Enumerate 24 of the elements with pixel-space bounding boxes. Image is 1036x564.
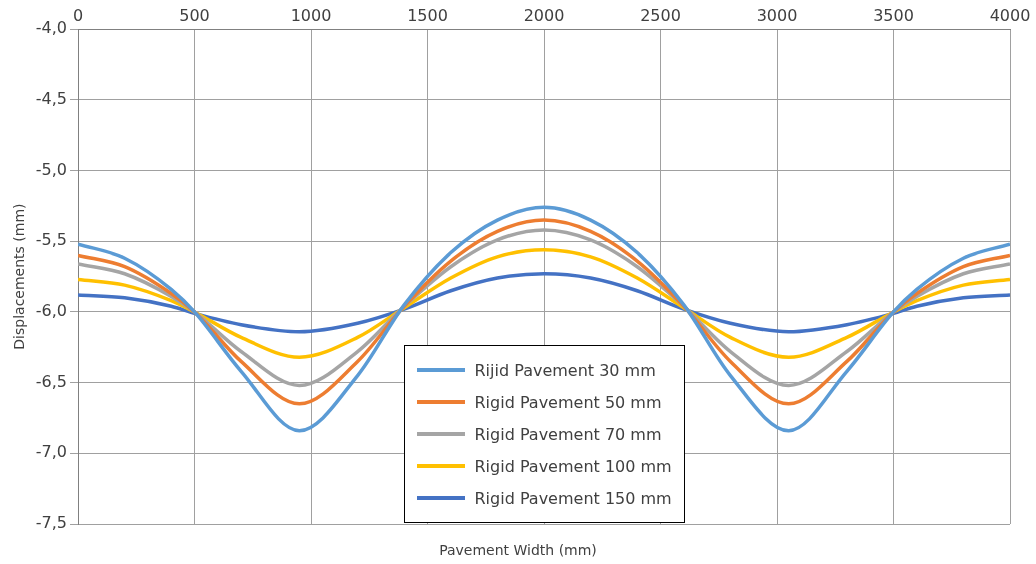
x-axis-title: Pavement Width (mm) bbox=[438, 542, 598, 558]
x-tick-label: 2500 bbox=[640, 5, 681, 25]
legend-label: Rijid Pavement 30 mm bbox=[474, 360, 656, 380]
y-tick-label: -6,5 bbox=[35, 371, 68, 391]
y-tick-label: -4,0 bbox=[35, 18, 68, 38]
x-tick-label: 500 bbox=[179, 5, 210, 25]
x-tick-label: 1000 bbox=[290, 5, 332, 25]
y-tick-label: -7,5 bbox=[35, 513, 68, 533]
y-axis-title: Displacements (mm) bbox=[11, 203, 28, 350]
y-tick-label: -5,0 bbox=[35, 159, 68, 179]
x-tick-label: 4000 bbox=[989, 5, 1031, 25]
x-tick-label: 1500 bbox=[407, 5, 448, 25]
x-tick-label: 2000 bbox=[523, 5, 565, 25]
x-tick-label: 0 bbox=[72, 5, 84, 25]
y-tick-label: -5,5 bbox=[35, 230, 68, 250]
x-tick-label: 3500 bbox=[873, 5, 914, 25]
y-tick-label: -4,5 bbox=[35, 89, 68, 109]
legend-label: Rigid Pavement 70 mm bbox=[474, 424, 662, 444]
legend-label: Rigid Pavement 150 mm bbox=[474, 488, 672, 508]
y-tick-label: -6,0 bbox=[35, 301, 68, 321]
x-tick-label: 3000 bbox=[756, 5, 798, 25]
y-tick-label: -7,0 bbox=[35, 442, 68, 462]
legend-label: Rigid Pavement 100 mm bbox=[474, 456, 672, 476]
legend-label: Rigid Pavement 50 mm bbox=[474, 392, 662, 412]
